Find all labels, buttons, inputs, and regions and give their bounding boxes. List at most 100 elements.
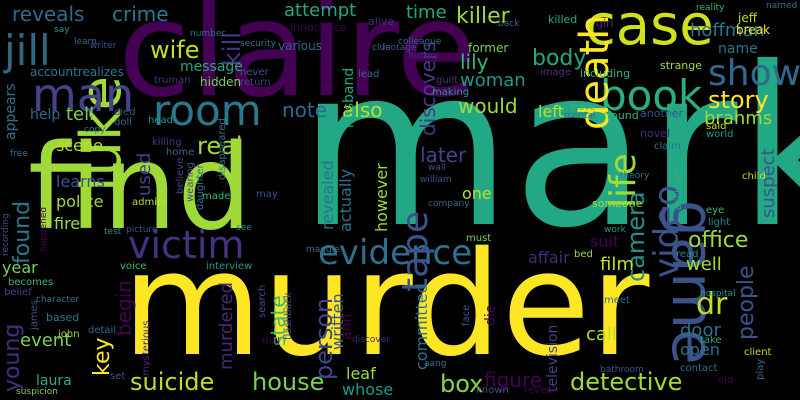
word-died: died	[114, 107, 136, 118]
word-lily: lily	[460, 50, 489, 74]
word-event: event	[20, 330, 72, 351]
word-woman: woman	[460, 70, 526, 91]
word-scene: scene	[56, 136, 103, 155]
word-also: also	[342, 98, 383, 122]
word-william: william	[420, 175, 452, 185]
word-eye: eye	[706, 205, 725, 216]
word-see: see	[236, 223, 252, 233]
word-suit: suit	[590, 232, 620, 251]
word-affair: affair	[528, 248, 570, 267]
word-killing: killing	[152, 137, 182, 148]
word-year: year	[2, 258, 38, 277]
word-admits: admits	[132, 197, 167, 208]
word-must: must	[466, 233, 492, 244]
word-committed: committed	[412, 283, 431, 370]
word-john: john	[58, 329, 80, 340]
word-someone: someone	[592, 197, 643, 210]
word-writer: writer	[90, 41, 117, 51]
word-head: head	[148, 115, 173, 126]
word-note: note	[282, 98, 328, 122]
word-mental: mental	[564, 111, 596, 121]
word-attempt: attempt	[284, 0, 357, 21]
word-disappeared: disappeared	[217, 118, 228, 180]
word-back: back	[498, 19, 520, 29]
word-later: later	[420, 143, 467, 167]
word-reveals: reveals	[12, 2, 85, 26]
word-read: read	[676, 249, 699, 260]
word-guilt: guilt	[436, 75, 459, 86]
word-laura: laura	[36, 373, 72, 389]
word-murder: murder	[122, 220, 650, 388]
word-security: security	[240, 39, 276, 49]
word-accountrealizes: accountrealizes	[30, 65, 124, 79]
word-body: body	[532, 46, 587, 71]
word-meet: meet	[604, 295, 630, 306]
word-office: office	[688, 228, 749, 253]
word-man: man	[32, 68, 135, 122]
word-hospital: hospital	[700, 289, 736, 299]
word-accident: accident	[673, 167, 684, 210]
word-box: box	[440, 370, 484, 398]
word-jill: jill	[4, 26, 51, 75]
word-help: help	[30, 107, 61, 123]
word-left: left	[538, 102, 564, 121]
word-die: die	[483, 304, 499, 326]
word-learns: learns	[56, 172, 105, 191]
word-including: including	[580, 67, 631, 80]
word-number: number	[190, 29, 226, 39]
word-one: one	[462, 184, 492, 203]
word-evidence: evidence	[318, 233, 473, 273]
word-home: home	[166, 147, 195, 158]
word-trial: trial	[262, 337, 280, 347]
word-reality: reality	[696, 3, 725, 13]
word-around: around	[600, 109, 639, 122]
word-television: television	[545, 324, 561, 392]
word-used: used	[134, 152, 155, 196]
word-doll: doll	[114, 117, 133, 128]
word-move: move	[570, 103, 596, 113]
word-aang: aang	[424, 359, 447, 369]
word-various: various	[278, 39, 322, 53]
word-company: company	[428, 199, 470, 209]
word-husband: husband	[341, 67, 357, 128]
word-well: well	[686, 254, 722, 275]
word-open: open	[680, 340, 720, 359]
word-work: work	[604, 225, 626, 235]
word-may: may	[256, 189, 278, 200]
word-begin: begin	[112, 280, 136, 336]
word-bathroom: bathroom	[600, 365, 644, 375]
word-mark: mark	[298, 20, 800, 276]
word-hoffman: hoffman	[690, 20, 765, 41]
word-set: set	[110, 371, 126, 382]
word-victim: victim	[128, 223, 245, 267]
word-lead: lead	[358, 69, 380, 80]
word-name: name	[718, 41, 758, 57]
word-copy: copy	[84, 125, 106, 135]
word-tell: tell	[66, 104, 95, 125]
word-light: light	[708, 217, 731, 228]
word-history: history	[408, 51, 439, 61]
word-found: found	[10, 200, 35, 264]
word-detail: detail	[88, 325, 117, 336]
word-world: world	[706, 129, 734, 140]
word-search: search	[257, 284, 268, 318]
word-reveal: reveal	[524, 385, 556, 396]
word-picture: picture	[126, 225, 158, 235]
word-girl: girl	[596, 17, 614, 30]
word-truman: truman	[154, 75, 191, 86]
word-named: named	[766, 1, 798, 11]
word-suicide: suicide	[130, 368, 215, 396]
word-becomes: becomes	[8, 277, 54, 288]
word-play: play	[755, 358, 766, 380]
word-wife: wife	[150, 36, 200, 64]
word-footage: footage	[382, 43, 417, 53]
word-making: making	[432, 87, 470, 98]
word-brahms: brahms	[704, 108, 773, 129]
word-figure: figure	[484, 368, 543, 392]
word-known: known	[476, 385, 509, 396]
word-flashback: flashback	[283, 292, 294, 340]
word-maggie: maggie	[306, 245, 340, 255]
word-based: based	[46, 311, 80, 324]
word-mysterious: mysterious	[141, 320, 152, 377]
word-leaf: leaf	[346, 364, 376, 383]
